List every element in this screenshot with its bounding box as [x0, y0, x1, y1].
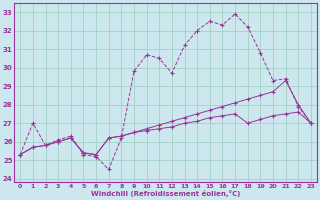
X-axis label: Windchill (Refroidissement éolien,°C): Windchill (Refroidissement éolien,°C): [91, 190, 240, 197]
